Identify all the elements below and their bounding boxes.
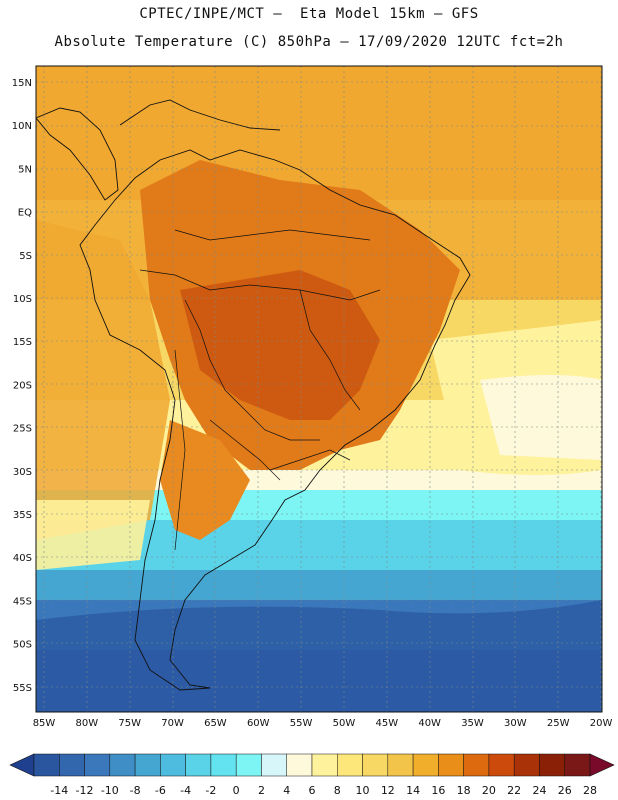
colorbar-swatch [387,753,414,777]
lat-label: EQ [18,208,32,219]
plot-frame [35,65,603,713]
colorbar-tick-label: -4 [180,784,191,797]
colorbar-swatch [311,753,338,777]
colorbar-swatch [488,753,515,777]
lon-label: 65W [204,718,227,729]
lat-label: 40S [13,553,32,564]
colorbar-swatch [185,753,212,777]
colorbar-tick-label: 14 [406,784,420,797]
colorbar-swatch [33,753,60,777]
lat-label: 25S [13,424,32,435]
latitude-labels: 15N 10N 5N EQ 5S 10S 15S 20S 25S 30S 35S 40S 45S 50S 5… [12,78,32,694]
lat-label: 5N [18,164,32,175]
temperature-field [36,66,602,712]
colorbar-tick-label: 0 [233,784,240,797]
coastlines [36,99,471,691]
colorbar-tick-label: -14 [50,784,68,797]
lon-label: 35W [461,718,484,729]
lat-label: 35S [13,510,32,521]
colorbar-swatch [59,753,85,777]
colorbar [9,753,615,777]
colorbar-swatch [235,753,262,777]
lat-label: 10S [13,294,32,305]
colorbar-tick-label: 2 [258,784,265,797]
colorbar-swatch [160,753,186,777]
cold-tongue [36,600,602,712]
lon-label: 85W [33,718,56,729]
lat-label: 10N [12,121,32,132]
colorbar-swatch [109,753,136,777]
colorbar-swatch [438,753,464,777]
colorbar-tick-label: 8 [334,784,341,797]
colorbar-min-arrow [9,753,35,777]
land-very-hot [180,270,380,420]
colorbar-tick-label: -2 [205,784,216,797]
colorbar-swatch [84,753,111,777]
lat-label: 55S [13,683,32,694]
longitude-labels: 85W 80W 75W 70W 65W 60W 55W 50W 45W 40W 35W 30W 25W 2… [33,718,613,729]
south-america-coast [79,149,471,691]
lon-label: 60W [247,718,270,729]
colorbar-swatch [286,753,313,777]
colorbar-tick-label: 6 [309,784,316,797]
lat-label: 50S [13,640,32,651]
colorbar-tick-label: -6 [155,784,166,797]
colorbar-swatch [134,753,161,777]
colorbar-tick-label: 22 [507,784,521,797]
lon-label: 70W [161,718,184,729]
atlantic-lightest [480,375,602,460]
country-borders [139,229,381,551]
lon-label: 55W [290,718,313,729]
central-america-coast [36,107,119,201]
south-cone-warm [160,420,250,540]
colorbar-tick-label: 24 [532,784,546,797]
lon-label: 40W [418,718,441,729]
colorbar-swatch [513,753,540,777]
colorbar-max-arrow [589,753,615,777]
lon-label: 20W [590,718,613,729]
colorbar-swatch [463,753,490,777]
lat-label: 15S [13,337,32,348]
lon-label: 45W [375,718,398,729]
lon-label: 30W [504,718,527,729]
colorbar-tick-label: 28 [583,784,597,797]
colorbar-tick-label: 10 [356,784,370,797]
colorbar-tick-label: 20 [482,784,496,797]
colorbar-swatch [564,753,591,777]
colorbar-swatch [337,753,363,777]
colorbar-tick-label: -12 [76,784,94,797]
colorbar-tick-label: 16 [431,784,445,797]
lon-label: 80W [76,718,99,729]
lat-label: 20S [13,380,32,391]
west-ocean-pale [36,500,150,570]
colorbar-tick-label: -10 [101,784,119,797]
colorbar-swatch [210,753,237,777]
title-line-1: CPTEC/INPE/MCT – Eta Model 15km – GFS [139,6,479,22]
lat-label: 30S [13,467,32,478]
colorbar-swatch [362,753,389,777]
colorbar-tick-label: -8 [130,784,141,797]
west-ocean-warm [36,220,170,540]
lon-label: 75W [118,718,141,729]
colorbar-swatch [261,753,287,777]
colorbar-tick-label: 12 [381,784,395,797]
lon-label: 25W [547,718,570,729]
lon-label: 50W [333,718,356,729]
lat-label: 5S [19,251,32,262]
lat-label: 45S [13,596,32,607]
graticule [36,66,602,712]
lat-label: 15N [12,78,32,89]
colorbar-tick-label: 4 [283,784,290,797]
title-line-2: Absolute Temperature (C) 850hPa – 17/09/… [54,34,564,50]
colorbar-swatch [412,753,439,777]
colorbar-swatch [539,753,565,777]
caribbean-coast [119,99,281,131]
colorbar-labels: -14 -12 -10 -8 -6 -4 -2 0 2 4 6 8 10 12 14 16 18 20 22 24 26… [50,784,597,797]
colorbar-tick-label: 26 [558,784,572,797]
colorbar-tick-label: 18 [457,784,471,797]
